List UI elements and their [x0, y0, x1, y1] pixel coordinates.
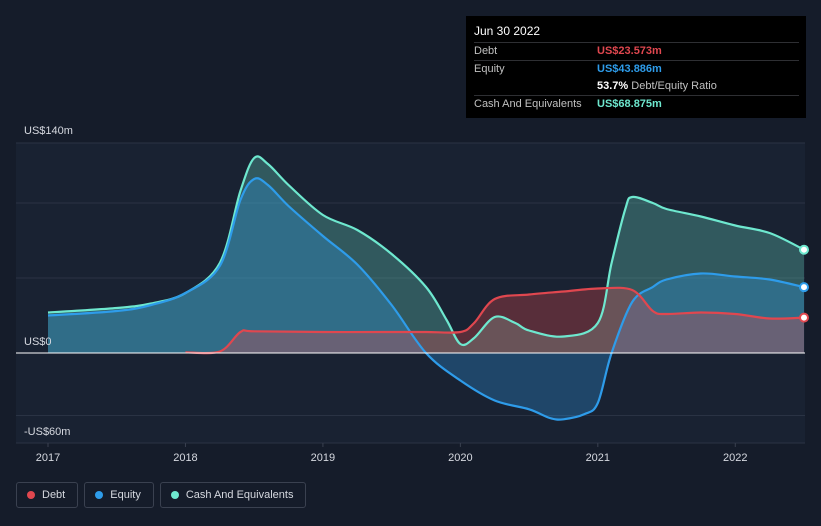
tooltip-debt-value: US$23.573m: [597, 45, 662, 57]
x-tick-label: 2022: [723, 452, 747, 464]
y-tick-label: US$140m: [24, 125, 73, 137]
cash-line: [47, 155, 805, 347]
x-tick-label: 2019: [311, 452, 335, 464]
tooltip-ratio-text: Debt/Equity Ratio: [631, 80, 717, 92]
equity-line: [47, 177, 805, 421]
legend-label-equity: Equity: [110, 489, 141, 501]
tooltip-debt-label: Debt: [474, 45, 498, 57]
debt-area: [185, 287, 804, 354]
legend-label-debt: Debt: [42, 489, 66, 501]
x-tick-label: 2021: [586, 452, 610, 464]
tooltip-equity-row: Equity US$43.886m: [474, 60, 799, 78]
equity-dot-icon: [95, 491, 104, 499]
y-tick-label: US$0: [24, 336, 52, 348]
legend-label-cash: Cash And Equivalents: [185, 489, 294, 501]
tooltip-cash-label: Cash And Equivalents: [474, 98, 582, 110]
tooltip-cash-value: US$68.875m: [597, 98, 662, 110]
tooltip-ratio: 53.7% Debt/Equity Ratio: [597, 78, 717, 95]
data-tooltip: Jun 30 2022 Debt US$23.573m Equity US$43…: [466, 16, 806, 118]
y-tick-label: -US$60m: [24, 426, 70, 438]
cash-dot-icon: [170, 491, 179, 499]
plot-background: [16, 143, 805, 443]
x-tick-label: 2017: [36, 452, 60, 464]
x-tick-label: 2020: [448, 452, 472, 464]
tooltip-ratio-row: 53.7% Debt/Equity Ratio: [474, 78, 799, 95]
tooltip-ratio-percent: 53.7%: [597, 80, 629, 92]
legend-item-equity[interactable]: Equity: [84, 482, 154, 508]
legend-item-debt[interactable]: Debt: [16, 482, 79, 508]
equity-end-marker: [799, 282, 809, 293]
legend-item-cash[interactable]: Cash And Equivalents: [159, 482, 307, 508]
x-tick-label: 2018: [173, 452, 197, 464]
equity-area: [48, 178, 804, 420]
debt-end-marker: [799, 312, 809, 323]
tooltip-date: Jun 30 2022: [474, 24, 541, 38]
chart-legend: Debt Equity Cash And Equivalents: [16, 482, 307, 510]
tooltip-cash-row: Cash And Equivalents US$68.875m: [474, 95, 799, 113]
tooltip-equity-value: US$43.886m: [597, 63, 662, 75]
cash-end-marker: [799, 244, 809, 255]
tooltip-equity-label: Equity: [474, 63, 505, 75]
debt-dot-icon: [27, 491, 35, 499]
tooltip-debt-row: Debt US$23.573m: [474, 42, 799, 60]
debt-line: [185, 286, 805, 355]
